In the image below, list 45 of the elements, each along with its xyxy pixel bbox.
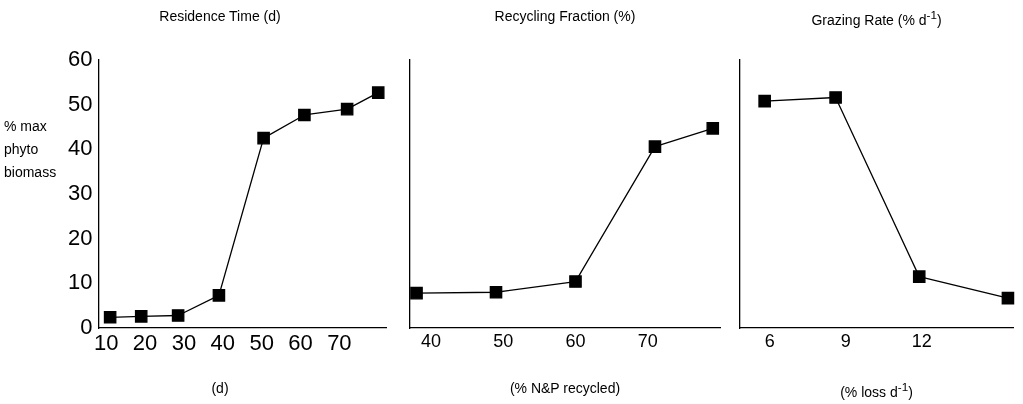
point: [758, 94, 771, 108]
y-tick-label: 40: [67, 135, 93, 161]
point: [912, 270, 926, 283]
x-tick-label: 40: [420, 330, 441, 351]
point: [171, 309, 185, 322]
x-tick-label: 12: [911, 330, 932, 351]
point: [371, 86, 385, 99]
chart-title: Residence Time (d): [158, 8, 282, 24]
point: [829, 91, 842, 104]
y-tick-label: 10: [67, 269, 93, 295]
point: [410, 286, 423, 300]
point: [340, 102, 354, 116]
x-tick-label: 50: [249, 330, 274, 356]
x-tick-label: 6: [764, 330, 775, 351]
point: [569, 275, 582, 288]
chart-title: Recycling Fraction (%): [493, 8, 637, 24]
x-tick-label: 9: [840, 330, 851, 351]
x-tick-label: 20: [132, 330, 158, 356]
y-tick-label: 0: [80, 314, 93, 340]
point: [706, 122, 720, 135]
y-tick-label: 30: [67, 180, 93, 206]
point: [212, 289, 226, 302]
x-tick-label: 60: [565, 330, 586, 351]
x-tick-label: 50: [493, 330, 514, 351]
x-tick-label: 30: [171, 330, 197, 356]
x-tick-label: 70: [327, 330, 352, 356]
y-tick-label: 20: [67, 224, 93, 250]
x-tick-label: 40: [210, 330, 236, 356]
point: [1001, 291, 1015, 305]
point: [257, 131, 270, 145]
point: [489, 285, 503, 299]
point: [648, 140, 662, 153]
chart-title: Grazing Rate (% d$^{-1}$): [810, 8, 943, 28]
x-axis-title: (d): [210, 380, 230, 396]
x-tick-label: 10: [94, 330, 119, 356]
point: [134, 310, 148, 323]
point: [298, 108, 311, 122]
x-axis-title: (% loss d$^{-1}$): [839, 380, 914, 400]
y-axis-title: % max phyto biomass: [4, 117, 58, 182]
x-axis-title: (% N&P recycled): [508, 380, 622, 396]
y-tick-label: 60: [67, 46, 93, 72]
y-tick-label: 50: [67, 90, 93, 116]
x-tick-label: 60: [288, 330, 313, 356]
x-tick-label: 70: [637, 330, 658, 351]
point: [103, 310, 117, 324]
